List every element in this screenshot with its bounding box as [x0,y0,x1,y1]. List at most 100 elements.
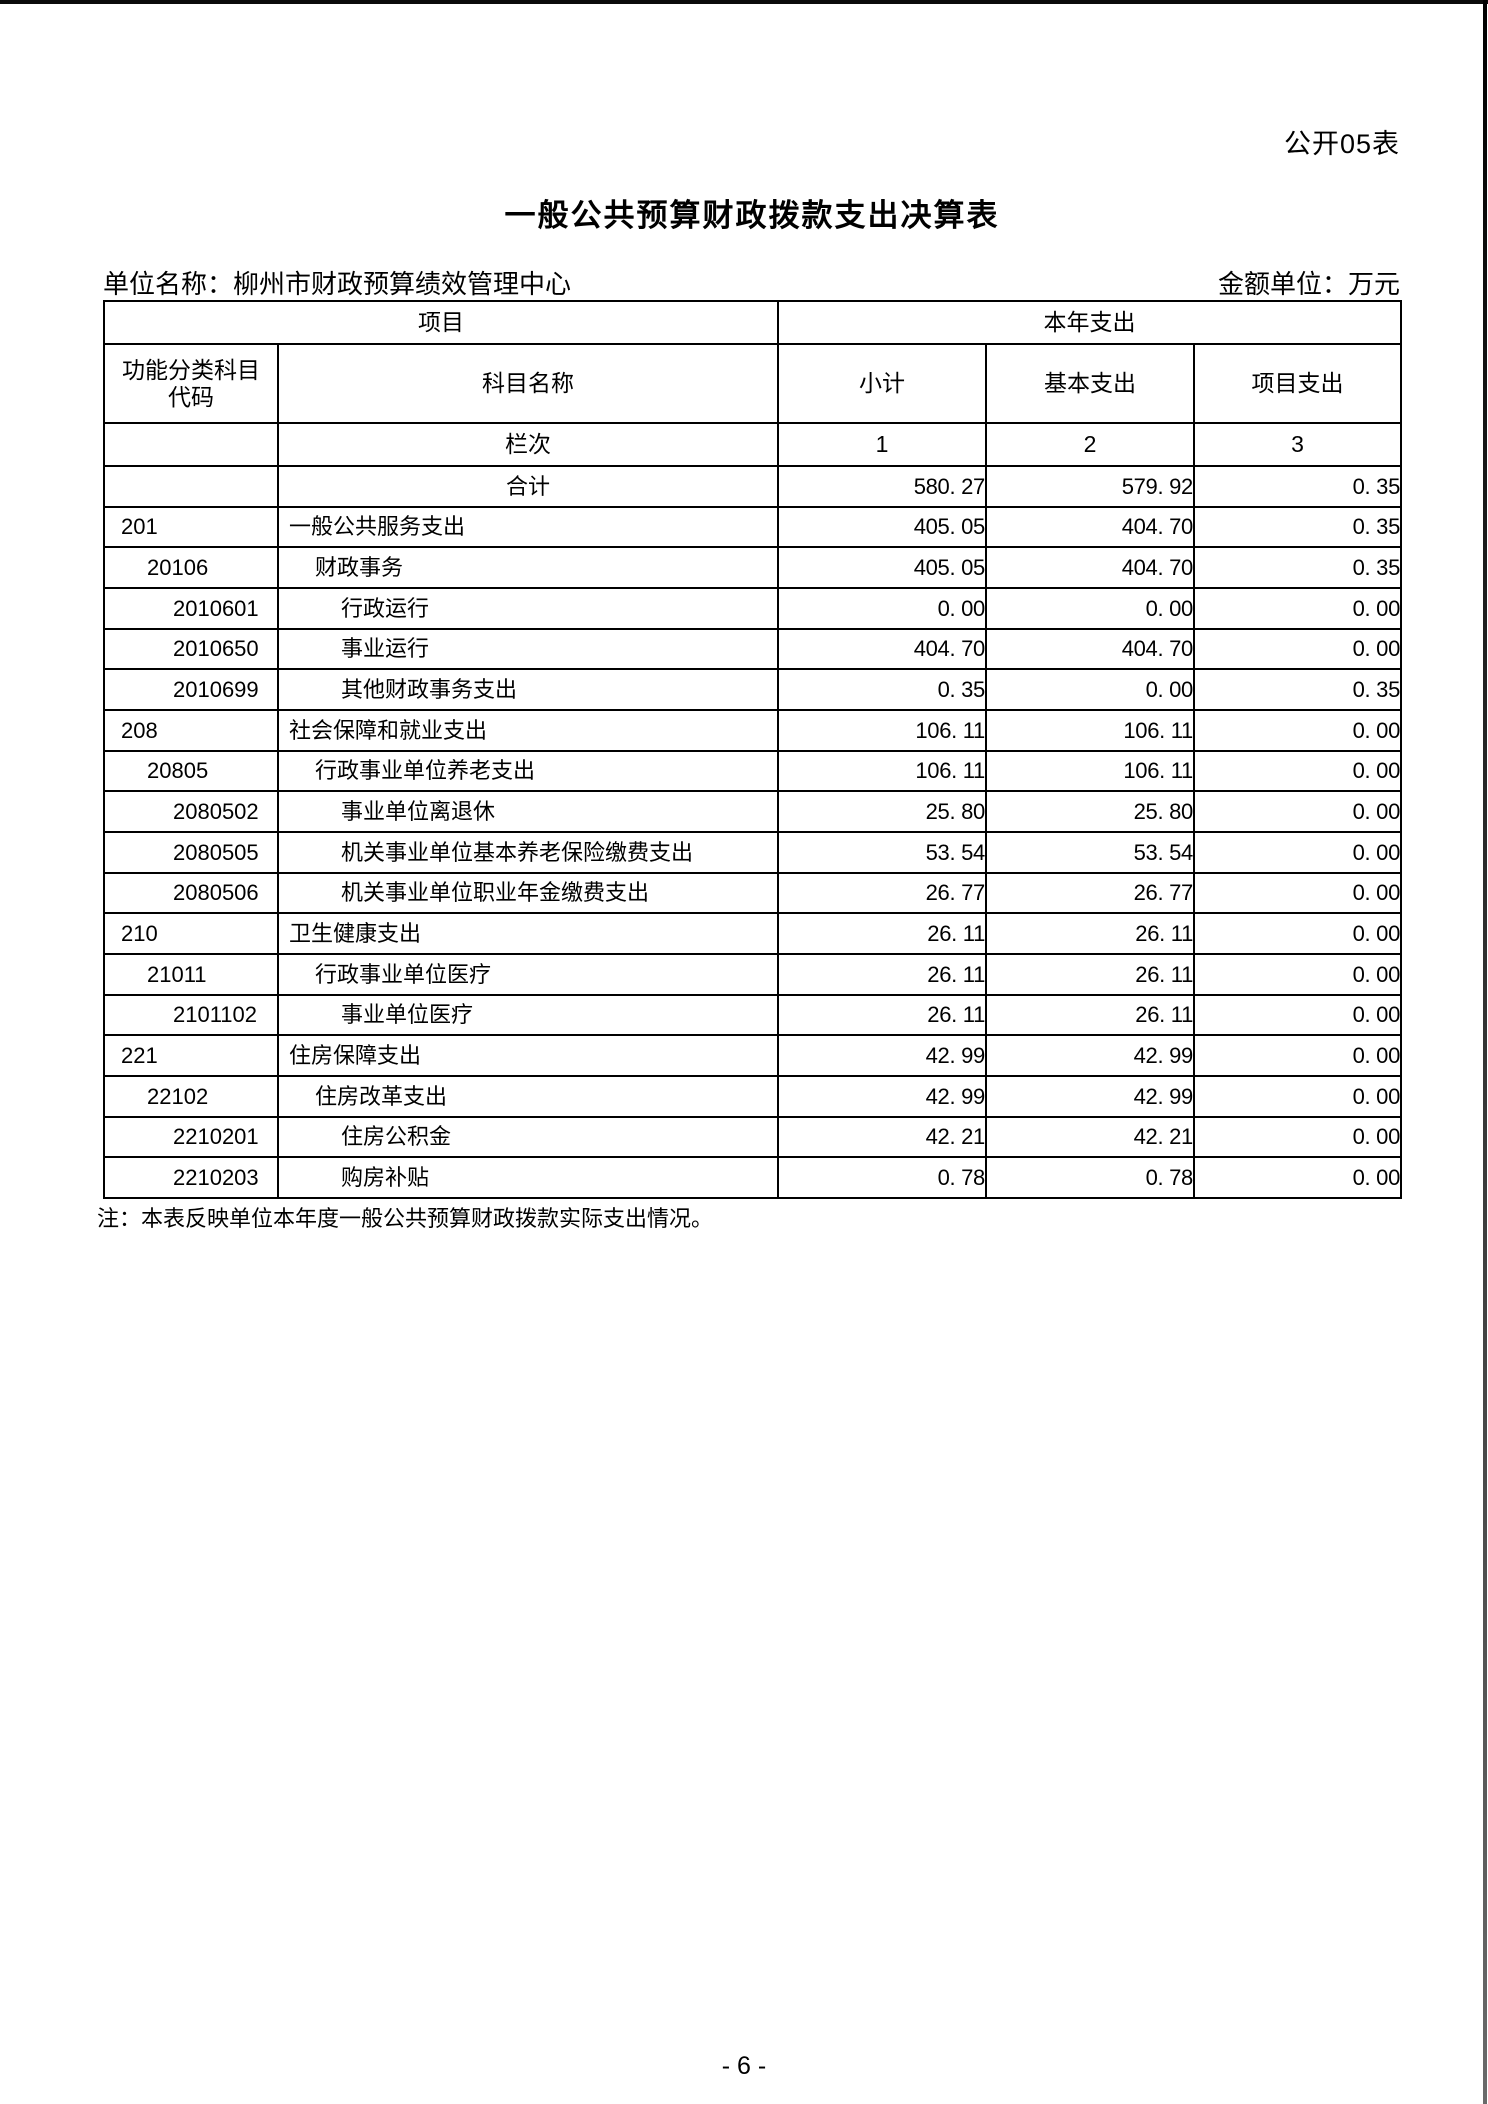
code-cell: 208 [103,708,279,752]
header-code-line2: 代码 [168,383,214,410]
subtotal-cell: 42. 99 [777,1074,987,1118]
header-subtotal-column: 小计 [777,343,987,424]
basic-expense-cell: 0. 78 [985,1156,1195,1199]
project-expense-cell: 0. 00 [1192,749,1403,793]
code-cell: 2010699 [103,668,279,711]
form-label: 公开05表 [1283,129,1400,159]
project-expense-cell: 0. 00 [1192,871,1403,915]
header-index-3: 3 [1192,422,1403,467]
table-row: 22102 住房改革支出 42. 99 42. 99 0. 00 [103,1074,1403,1118]
table-body: 合计 580. 27 579. 92 0. 35 201 一般公共服务支出 40… [103,465,1403,1199]
code-cell: 2010601 [103,586,279,630]
project-expense-cell: 0. 00 [1192,952,1403,996]
subtotal-cell: 106. 11 [777,708,987,752]
table-row: 208 社会保障和就业支出 106. 11 106. 11 0. 00 [103,708,1403,752]
basic-expense-cell: 26. 77 [985,871,1195,915]
header-index-1: 1 [777,422,987,467]
header-code-line1: 功能分类科目 [122,357,260,384]
name-cell: 购房补贴 [277,1156,779,1199]
basic-expense-cell: 404. 70 [985,627,1195,671]
subtotal-cell: 26. 11 [777,952,987,996]
code-cell: 2101102 [103,993,279,1037]
code-cell: 20805 [103,749,279,793]
basic-expense-cell: 26. 11 [985,993,1195,1037]
table-row: 2210203 购房补贴 0. 78 0. 78 0. 00 [103,1156,1403,1199]
project-expense-cell: 0. 00 [1192,1074,1403,1118]
basic-expense-cell: 42. 99 [985,1074,1195,1118]
name-cell: 行政运行 [277,586,779,630]
project-expense-cell: 0. 35 [1192,546,1403,589]
basic-expense-cell: 0. 00 [985,668,1195,711]
table-row: 2210201 住房公积金 42. 21 42. 21 0. 00 [103,1115,1403,1159]
table-row: 201 一般公共服务支出 405. 05 404. 70 0. 35 [103,505,1403,549]
basic-expense-cell: 26. 11 [985,952,1195,996]
project-expense-cell: 0. 35 [1192,465,1403,508]
footnote: 注：本表反映单位本年度一般公共预算财政拨款实际支出情况。 [97,1206,714,1231]
project-expense-cell: 0. 00 [1192,1115,1403,1159]
name-cell: 其他财政事务支出 [277,668,779,711]
header-row-label: 栏次 [277,422,779,467]
basic-expense-cell: 579. 92 [985,465,1195,508]
basic-expense-cell: 0. 00 [985,586,1195,630]
header-name-column: 科目名称 [277,343,779,424]
name-cell: 机关事业单位职业年金缴费支出 [277,871,779,915]
unit-name: 单位名称：柳州市财政预算绩效管理中心 [103,269,572,299]
table-row: 2080505 机关事业单位基本养老保险缴费支出 53. 54 53. 54 0… [103,830,1403,874]
basic-expense-cell: 53. 54 [985,830,1195,874]
code-cell: 2010650 [103,627,279,671]
name-cell: 财政事务 [277,546,779,589]
subtotal-cell: 0. 78 [777,1156,987,1199]
project-expense-cell: 0. 00 [1192,586,1403,630]
code-cell: 2080502 [103,790,279,833]
subtotal-cell: 106. 11 [777,749,987,793]
basic-expense-cell: 42. 99 [985,1034,1195,1077]
header-item-group: 项目 [103,300,779,345]
page-title: 一般公共预算财政拨款支出决算表 [504,198,1000,233]
header-index-2: 2 [985,422,1195,467]
subtotal-cell: 404. 70 [777,627,987,671]
project-expense-cell: 0. 00 [1192,993,1403,1037]
page-number: - 6 - [721,2052,767,2080]
subtotal-cell: 42. 99 [777,1034,987,1077]
table-row: 2080502 事业单位离退休 25. 80 25. 80 0. 00 [103,790,1403,833]
budget-table: 项目 本年支出 功能分类科目 代码 科目名称 小计 基本支出 项目支出 栏次 1… [103,300,1403,1199]
name-cell: 住房改革支出 [277,1074,779,1118]
code-cell: 21011 [103,952,279,996]
subtotal-cell: 25. 80 [777,790,987,833]
subtotal-cell: 0. 00 [777,586,987,630]
scan-edge-right [1483,0,1487,2104]
basic-expense-cell: 25. 80 [985,790,1195,833]
project-expense-cell: 0. 35 [1192,668,1403,711]
subtotal-cell: 53. 54 [777,830,987,874]
project-expense-cell: 0. 00 [1192,912,1403,955]
subtotal-cell: 580. 27 [777,465,987,508]
project-expense-cell: 0. 35 [1192,505,1403,549]
name-cell: 社会保障和就业支出 [277,708,779,752]
code-cell: 2210201 [103,1115,279,1159]
table-row: 221 住房保障支出 42. 99 42. 99 0. 00 [103,1034,1403,1077]
table-row: 210 卫生健康支出 26. 11 26. 11 0. 00 [103,912,1403,955]
code-cell: 210 [103,912,279,955]
project-expense-cell: 0. 00 [1192,627,1403,671]
table-row: 20805 行政事业单位养老支出 106. 11 106. 11 0. 00 [103,749,1403,793]
project-expense-cell: 0. 00 [1192,708,1403,752]
table-row: 合计 580. 27 579. 92 0. 35 [103,465,1403,508]
header-group-row: 项目 本年支出 [103,300,1403,345]
subtotal-cell: 26. 77 [777,871,987,915]
subtotal-cell: 405. 05 [777,546,987,589]
name-cell: 卫生健康支出 [277,912,779,955]
basic-expense-cell: 42. 21 [985,1115,1195,1159]
basic-expense-cell: 26. 11 [985,912,1195,955]
subtotal-cell: 405. 05 [777,505,987,549]
code-cell: 22102 [103,1074,279,1118]
header-empty-cell [103,422,279,467]
basic-expense-cell: 106. 11 [985,708,1195,752]
header-index-row: 栏次 1 2 3 [103,422,1403,467]
name-cell: 行政事业单位医疗 [277,952,779,996]
scan-edge-top [0,0,1488,4]
table-row: 2010650 事业运行 404. 70 404. 70 0. 00 [103,627,1403,671]
subtotal-cell: 0. 35 [777,668,987,711]
code-cell: 2080505 [103,830,279,874]
name-cell: 住房保障支出 [277,1034,779,1077]
meta-row: 单位名称：柳州市财政预算绩效管理中心 金额单位：万元 [103,264,1400,301]
